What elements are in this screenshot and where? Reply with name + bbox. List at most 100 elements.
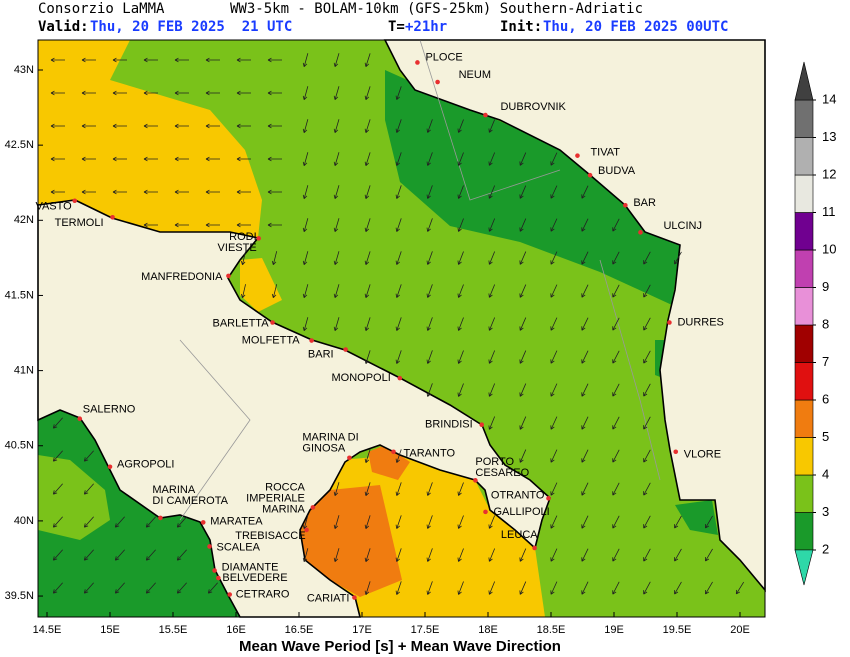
wave-arrow	[364, 350, 371, 364]
city-dot	[435, 79, 440, 85]
wave-arrow	[643, 548, 651, 562]
city-label: CETRARO	[236, 588, 290, 600]
wave-arrow	[643, 350, 651, 364]
wave-zone	[675, 500, 718, 535]
wave-arrow	[143, 222, 158, 228]
wave-arrow	[550, 251, 558, 265]
city-dot	[575, 153, 580, 158]
colorbar-label: 6	[822, 391, 829, 406]
border	[599, 259, 661, 481]
wave-arrow	[488, 284, 496, 298]
wave-arrow	[457, 581, 464, 595]
wave-arrow	[174, 222, 189, 228]
wave-arrow	[581, 383, 589, 397]
wave-arrow	[612, 350, 620, 364]
wave-arrow	[205, 222, 220, 228]
wave-arrow	[612, 482, 620, 496]
wave-arrow	[114, 516, 125, 528]
wave-arrow	[612, 317, 620, 331]
wave-arrow	[519, 383, 527, 397]
wave-arrow	[240, 284, 246, 299]
wave-arrow	[174, 90, 189, 96]
wave-arrow	[114, 582, 125, 594]
wave-arrow	[612, 548, 620, 562]
wave-zone	[368, 445, 410, 480]
wave-arrow	[426, 185, 433, 199]
wave-arrow	[612, 383, 620, 397]
wave-arrow	[735, 581, 745, 595]
city-dot	[667, 320, 672, 325]
wave-arrow	[302, 185, 309, 200]
lat-label: 42.5N	[5, 139, 34, 151]
city-label: MARINA DI	[302, 432, 358, 444]
wave-arrow	[581, 548, 589, 562]
wave-arrow	[426, 482, 433, 496]
wave-arrow	[176, 549, 187, 561]
city-dot	[304, 527, 309, 533]
wave-arrow	[364, 449, 371, 463]
colorbar-label: 4	[822, 466, 829, 481]
lat-label: 41N	[14, 365, 34, 377]
city-label: LEUCA	[501, 529, 538, 541]
wave-arrow	[643, 515, 651, 529]
valid-label: Valid:	[38, 19, 89, 35]
wave-arrow	[550, 152, 558, 166]
city-label: BAR	[633, 197, 656, 209]
wave-arrow	[333, 185, 340, 199]
valid: Thu, 20 FEB 2025 21 UTC	[90, 19, 292, 35]
city-label: VIESTE	[218, 242, 257, 254]
city-label: BELVEDERE	[222, 572, 287, 584]
wave-arrow	[143, 123, 158, 129]
colorbar-below	[794, 549, 814, 586]
org: Consorzio LaMMA	[38, 1, 165, 17]
lat-label: 43N	[14, 64, 34, 76]
city-label: BARI	[308, 348, 334, 360]
wave-arrow	[81, 57, 96, 63]
wave-arrow	[612, 251, 620, 265]
wave-arrow	[519, 350, 527, 364]
wave-arrow	[550, 515, 558, 529]
wave-arrow	[236, 123, 251, 129]
caption: Mean Wave Period [s] + Mean Wave Directi…	[239, 638, 561, 655]
wave-arrow	[271, 284, 278, 299]
city-dot	[587, 172, 593, 178]
wave-arrow	[457, 350, 464, 364]
wave-arrow	[426, 251, 433, 265]
wave-arrow	[457, 548, 464, 562]
wave-arrow	[52, 516, 63, 528]
city-dot	[77, 416, 83, 421]
wave-arrow	[457, 185, 464, 199]
wave-arrow	[236, 57, 251, 63]
wave-arrow	[488, 119, 496, 133]
wave-arrow	[426, 581, 433, 595]
city-label: PLOCE	[425, 51, 462, 63]
colorbar-label: 12	[822, 166, 836, 181]
wave-arrow	[426, 152, 433, 166]
wave-arrow	[457, 152, 464, 166]
wave-arrow	[364, 515, 371, 529]
wave-arrow	[267, 156, 282, 162]
lon-label: 15E	[100, 624, 120, 636]
wave-arrow	[581, 251, 589, 265]
city-label: VASTO	[35, 201, 72, 213]
wave-arrow	[81, 156, 96, 162]
wave-arrow	[488, 581, 496, 595]
wave-arrow	[457, 251, 464, 265]
wave-arrow	[643, 383, 651, 397]
wave-arrow	[550, 218, 558, 232]
map	[37, 39, 766, 618]
colorbar-label: 5	[822, 429, 829, 444]
city-label: MOLFETTA	[242, 334, 301, 346]
wave-arrow	[426, 284, 433, 298]
wave-arrow	[674, 548, 682, 562]
colorbar-label: 13	[822, 129, 836, 144]
city-dot	[158, 515, 163, 521]
wave-arrow	[205, 90, 220, 96]
wave-arrow	[236, 90, 251, 96]
colorbar-label: 2	[822, 541, 829, 556]
wave-arrow	[674, 515, 682, 529]
lon-label: 15.5E	[159, 624, 188, 636]
city-dot	[216, 575, 221, 581]
wave-arrow	[83, 483, 94, 495]
wave-arrow	[395, 515, 402, 529]
